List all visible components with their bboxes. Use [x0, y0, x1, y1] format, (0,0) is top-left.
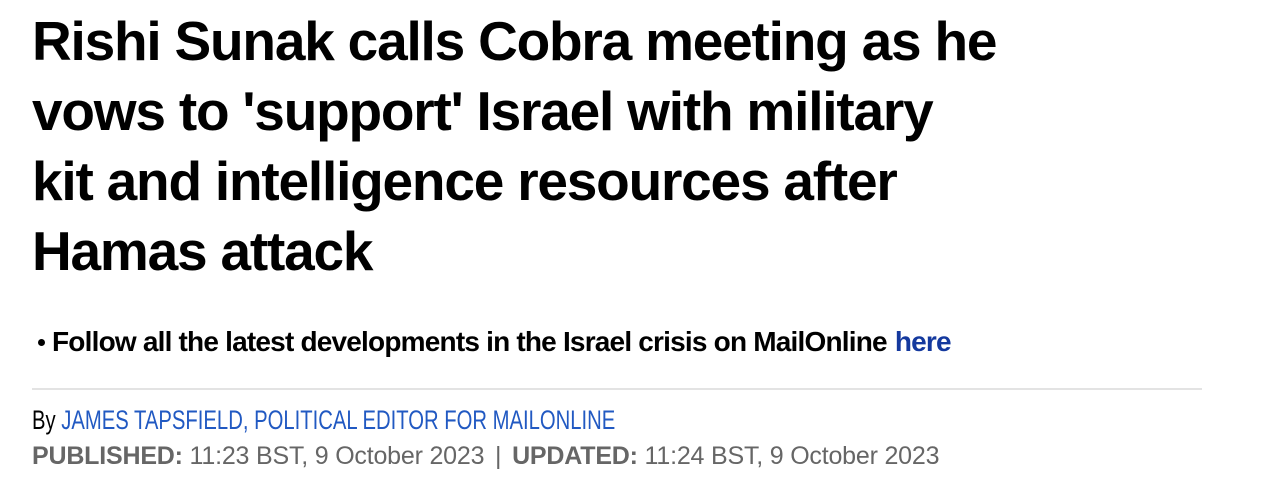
headline-line-2: vows to 'support' Israel with military [32, 80, 934, 142]
updated-value: 11:24 BST, 9 October 2023 [644, 442, 940, 470]
headline-line-1: Rishi Sunak calls Cobra meeting as he [32, 10, 997, 72]
bullet-icon [38, 338, 45, 346]
byline-prefix: By [32, 405, 56, 435]
published-label: PUBLISHED: [32, 442, 183, 470]
updated-label: UPDATED: [512, 442, 638, 470]
here-link[interactable]: here [894, 326, 952, 357]
dates-separator: | [495, 442, 502, 470]
publish-dates: PUBLISHED: 11:23 BST, 9 October 2023 | U… [32, 441, 1234, 471]
divider [32, 388, 1202, 390]
article-header: Rishi Sunak calls Cobra meeting as he vo… [0, 6, 1280, 471]
headline-line-3: kit and intelligence resources after [32, 150, 898, 212]
key-point-text: Follow all the latest developments in th… [52, 326, 888, 357]
key-points-list: Follow all the latest developments in th… [32, 325, 1234, 359]
byline: By JAMES TAPSFIELD, POLITICAL EDITOR FOR… [32, 404, 934, 436]
article-headline: Rishi Sunak calls Cobra meeting as he vo… [32, 6, 1234, 286]
author-link[interactable]: JAMES TAPSFIELD, POLITICAL EDITOR FOR MA… [61, 405, 616, 435]
key-point-item: Follow all the latest developments in th… [32, 325, 1234, 359]
published-value: 11:23 BST, 9 October 2023 [189, 442, 485, 470]
headline-line-4: Hamas attack [32, 220, 373, 282]
